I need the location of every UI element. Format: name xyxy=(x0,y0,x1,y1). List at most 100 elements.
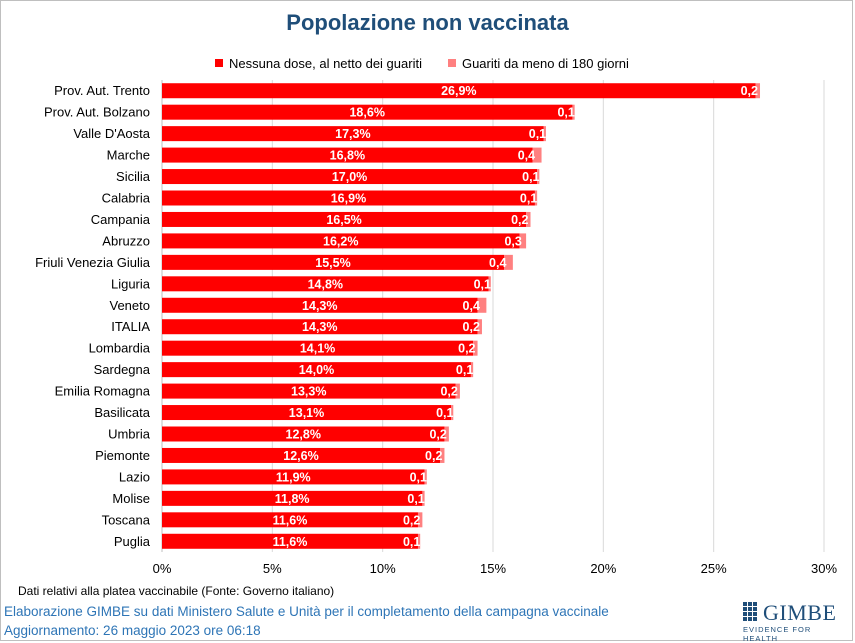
bar-no-dose xyxy=(162,383,456,399)
data-label-no-dose: 11,8% xyxy=(275,492,310,506)
data-label-no-dose: 26,9% xyxy=(441,84,476,98)
footnote: Dati relativi alla platea vaccinabile (F… xyxy=(18,584,335,598)
data-label-no-dose: 16,5% xyxy=(326,213,361,227)
bar-no-dose xyxy=(162,169,538,185)
x-tick-label: 20% xyxy=(590,561,616,576)
bar-chart: 0% 5% 10% 15% 20% 25% 30% Prov. Aut. Trento 26,9… xyxy=(35,80,837,576)
bar-no-dose xyxy=(162,126,544,142)
legend-swatch-no-dose xyxy=(215,59,223,67)
bar-recovered xyxy=(504,254,513,270)
bar-recovered xyxy=(417,533,421,549)
data-label-no-dose: 15,5% xyxy=(315,256,350,270)
data-label-recovered: 0,2 xyxy=(458,342,475,356)
data-label-no-dose: 16,2% xyxy=(323,234,358,248)
category-label: Toscana xyxy=(102,512,151,527)
bar-no-dose xyxy=(162,405,452,421)
category-label: Sicilia xyxy=(116,169,151,184)
bar-no-dose xyxy=(162,254,505,270)
bar-recovered xyxy=(470,362,474,378)
logo-tagline: EVIDENCE FOR HEALTH xyxy=(743,625,812,643)
bar-no-dose xyxy=(162,297,478,313)
x-tick-label: 25% xyxy=(701,561,727,576)
data-label-no-dose: 12,8% xyxy=(286,428,321,442)
category-label: Abruzzo xyxy=(102,233,150,248)
bar-recovered xyxy=(537,169,540,185)
bar-recovered xyxy=(572,104,575,120)
bar-recovered xyxy=(444,426,449,442)
category-label: Puglia xyxy=(114,534,151,549)
category-label: Lazio xyxy=(119,469,150,484)
bar-recovered xyxy=(424,469,427,485)
data-label-recovered: 0,1 xyxy=(403,535,420,549)
data-label-no-dose: 13,1% xyxy=(289,406,324,420)
data-label-recovered: 0,2 xyxy=(425,449,442,463)
category-label: Piemonte xyxy=(95,448,150,463)
data-label-no-dose: 14,8% xyxy=(308,277,343,291)
bar-no-dose xyxy=(162,319,478,335)
bar-no-dose xyxy=(162,447,441,463)
category-label: Basilicata xyxy=(94,405,150,420)
bar-recovered xyxy=(477,297,487,313)
bar-no-dose xyxy=(162,426,445,442)
category-label: ITALIA xyxy=(111,319,150,334)
bar-no-dose xyxy=(162,340,474,356)
data-label-no-dose: 14,3% xyxy=(302,299,337,313)
logo-grid-icon xyxy=(743,602,757,621)
category-label: Calabria xyxy=(102,191,151,206)
bar-recovered xyxy=(526,211,531,227)
bar-no-dose xyxy=(162,104,573,120)
data-label-no-dose: 11,9% xyxy=(276,470,311,484)
category-label: Marche xyxy=(107,148,150,163)
data-label-recovered: 0,1 xyxy=(474,277,491,291)
x-tick-label: 10% xyxy=(370,561,396,576)
data-label-recovered: 0,2 xyxy=(440,385,457,399)
data-label-recovered: 0,4 xyxy=(518,149,535,163)
data-label-recovered: 0,1 xyxy=(410,470,427,484)
data-label-no-dose: 16,8% xyxy=(330,149,365,163)
bar-recovered xyxy=(473,340,478,356)
category-label: Veneto xyxy=(110,298,151,313)
bar-no-dose xyxy=(162,190,535,206)
bar-no-dose xyxy=(162,233,520,249)
category-label: Valle D'Aosta xyxy=(73,126,150,141)
data-label-no-dose: 16,9% xyxy=(331,192,366,206)
bar-recovered xyxy=(477,319,482,335)
data-label-recovered: 0,1 xyxy=(436,406,453,420)
legend-label-recovered: Guariti da meno di 180 giorni xyxy=(461,55,629,71)
data-label-recovered: 0,1 xyxy=(529,127,546,141)
bar-no-dose xyxy=(162,469,425,485)
bar-recovered xyxy=(755,83,761,99)
legend-item-recovered: Guariti da meno di 180 giorni xyxy=(447,55,629,71)
data-label-recovered: 0,2 xyxy=(403,513,420,527)
bar-no-dose xyxy=(162,533,418,549)
bar-no-dose xyxy=(162,276,489,292)
data-label-no-dose: 12,6% xyxy=(283,449,318,463)
data-label-recovered: 0,3 xyxy=(504,234,521,248)
gimbe-logo: GIMBE EVIDENCE FOR HEALTH xyxy=(733,600,845,643)
legend-item-no-dose: Nessuna dose, al netto dei guariti xyxy=(215,56,422,71)
bar-recovered xyxy=(417,512,423,528)
data-label-recovered: 0,1 xyxy=(456,363,473,377)
category-label: Umbria xyxy=(108,427,151,442)
category-label: Campania xyxy=(91,212,151,227)
category-label: Prov. Aut. Bolzano xyxy=(44,105,150,120)
category-label: Friuli Venezia Giulia xyxy=(35,255,151,270)
data-label-no-dose: 17,3% xyxy=(335,127,370,141)
data-label-no-dose: 14,3% xyxy=(302,320,337,334)
bar-recovered xyxy=(451,405,454,421)
bar-recovered xyxy=(422,490,425,506)
bar-recovered xyxy=(543,126,546,142)
update-line: Aggiornamento: 26 maggio 2023 ore 06:18 xyxy=(4,623,261,638)
logo-name: GIMBE xyxy=(763,600,837,625)
bar-recovered xyxy=(534,190,538,206)
data-label-recovered: 0,1 xyxy=(520,192,537,206)
data-label-no-dose: 11,6% xyxy=(273,535,308,549)
data-label-recovered: 0,2 xyxy=(429,428,446,442)
legend-label-no-dose: Nessuna dose, al netto dei guariti xyxy=(229,55,422,71)
bar-no-dose xyxy=(162,147,533,163)
bar-recovered xyxy=(440,447,445,463)
data-label-no-dose: 11,6% xyxy=(273,513,308,527)
data-label-recovered: 0,4 xyxy=(463,299,480,313)
category-label: Molise xyxy=(112,491,150,506)
